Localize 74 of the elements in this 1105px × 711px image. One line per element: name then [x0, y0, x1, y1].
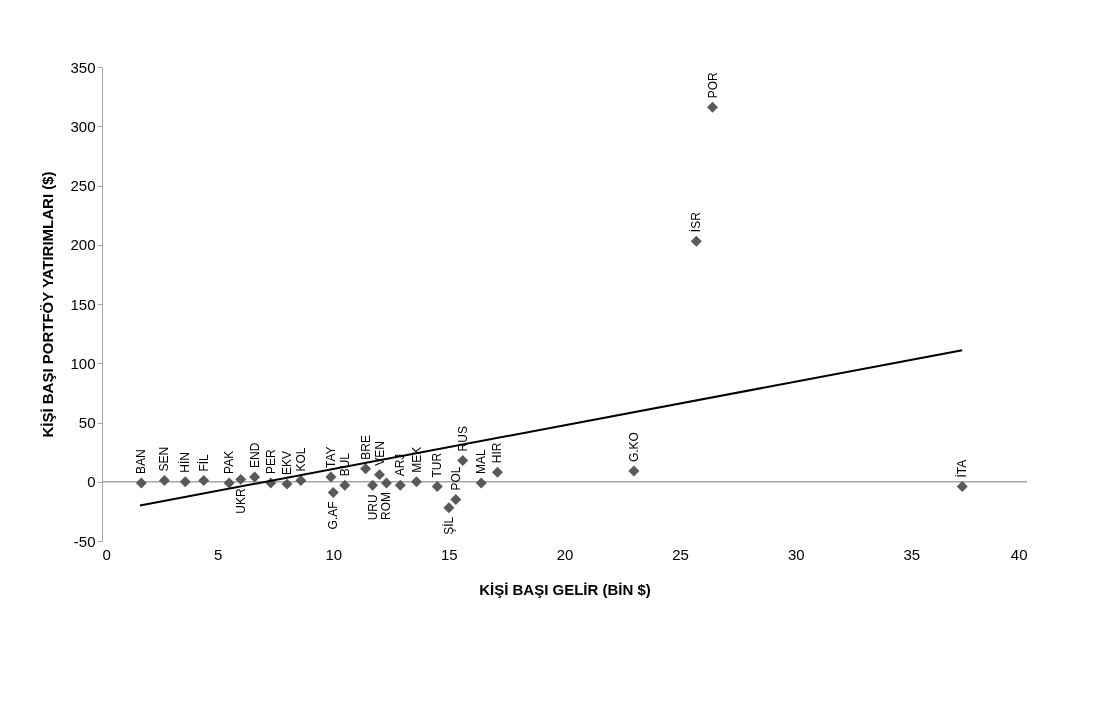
x-tick-label: 10	[325, 545, 343, 563]
point	[235, 473, 247, 485]
x-tick-label: 30	[787, 545, 805, 563]
x-tick-label: 20	[556, 545, 574, 563]
data-label: MAL	[474, 448, 489, 474]
data-label: G.AF	[326, 501, 341, 530]
y-tick-label: 50	[78, 414, 96, 431]
data-label: END	[247, 442, 262, 469]
y-axis-title: KİŞİ BAŞI PORTFÖY YATIRIMLARI ($)	[39, 171, 57, 438]
data-label: ŞİL	[441, 516, 456, 535]
point	[443, 502, 455, 514]
x-tick-label: 25	[672, 545, 689, 563]
point	[327, 486, 339, 498]
data-label: POL	[448, 466, 463, 491]
data-label: PER	[263, 448, 278, 474]
point	[431, 481, 443, 492]
data-label: TAY	[323, 446, 338, 469]
data-label: ROM	[379, 491, 394, 520]
y-tick-label: 150	[70, 295, 96, 313]
data-label: ARJ	[393, 453, 408, 477]
point	[411, 476, 422, 488]
y-tick-label: 100	[70, 354, 96, 372]
x-tick-label: 40	[1010, 545, 1028, 563]
data-label: EKV	[280, 451, 294, 476]
point	[707, 101, 718, 113]
point	[491, 466, 503, 478]
y-tick-label: -50	[73, 532, 96, 550]
point	[281, 478, 293, 490]
y-tick-label: 350	[70, 58, 96, 76]
point	[135, 477, 147, 489]
data-label: BAN	[134, 449, 149, 474]
data-label: İSR	[689, 211, 704, 233]
data-label: PAK	[222, 450, 237, 474]
point	[367, 479, 379, 491]
data-label: İTA	[955, 459, 970, 478]
point	[223, 477, 235, 489]
data-label: KOL	[293, 447, 308, 472]
x-tick-label: 5	[213, 545, 223, 563]
point	[179, 476, 191, 488]
data-label: BRE	[358, 435, 373, 460]
data-label: G.KO	[626, 432, 641, 463]
point	[374, 469, 385, 481]
data-label: TUR	[430, 452, 445, 478]
point	[158, 475, 170, 487]
data-label: FİL	[196, 453, 211, 472]
data-label: SEN	[157, 446, 172, 472]
x-tick-label: 15	[441, 545, 458, 563]
point	[450, 494, 462, 505]
data-label: HIR	[490, 442, 505, 464]
y-tick-label: 250	[70, 177, 96, 194]
x-tick-label: 35	[903, 545, 921, 563]
data-label: URU	[365, 494, 380, 521]
point	[956, 481, 968, 492]
point	[249, 471, 261, 483]
y-tick-label: 200	[70, 236, 96, 254]
point	[475, 477, 487, 489]
point	[325, 471, 337, 483]
point	[380, 477, 392, 489]
data-label: UKR	[233, 488, 248, 514]
y-tick-label: 0	[87, 473, 96, 491]
data-label: HİN	[178, 452, 193, 473]
point	[198, 475, 210, 487]
point	[295, 475, 307, 487]
point	[457, 454, 469, 466]
point	[339, 479, 351, 491]
x-tick-label: 0	[102, 545, 111, 563]
point	[628, 465, 640, 477]
point	[394, 479, 406, 491]
data-label: VEN	[372, 440, 387, 466]
point	[690, 235, 702, 247]
x-axis-title: KİŞİ BAŞI GELİR (BİN $)	[479, 580, 651, 598]
point	[360, 463, 372, 475]
data-label: POR	[705, 71, 720, 99]
y-tick-label: 300	[70, 117, 96, 135]
